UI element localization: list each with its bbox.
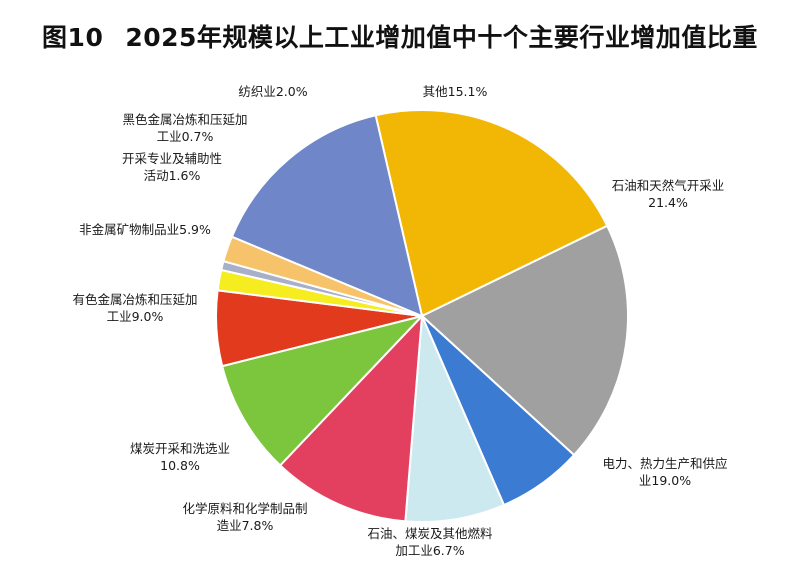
slice-label: 有色金属冶炼和压延加工业9.0% [72, 292, 197, 324]
pie-slice [220, 314, 426, 467]
chart-title: 图10 2025年规模以上工业增加值中十个主要行业增加值比重 [0, 18, 800, 54]
slice-label: 石油和天然气开采业 21.4% [612, 178, 725, 210]
pie-slice [278, 313, 424, 523]
slice-label: 黑色金属冶炼和压延加工业0.7% [122, 112, 247, 144]
figure-number: 图10 [42, 23, 104, 52]
slice-label: 电力、热力生产和供应业19.0% [602, 456, 727, 488]
pie-slice [230, 114, 424, 318]
pie-slice [420, 224, 629, 457]
pie-slice [374, 109, 609, 318]
slice-label: 纺织业2.0% [238, 84, 307, 99]
slice-label: 非金属矿物制品业5.9% [79, 222, 211, 237]
slice-label: 化学原料和化学制品制造业7.8% [182, 501, 307, 533]
slice-label: 石油、煤炭及其他燃料加工业6.7% [367, 526, 493, 558]
pie-slice [404, 315, 506, 523]
slice-label: 其他15.1% [423, 84, 488, 99]
slice-label: 开采专业及辅助性活动1.6% [122, 151, 222, 183]
chart-title-text: 2025年规模以上工业增加值中十个主要行业增加值比重 [125, 23, 758, 52]
slice-label: 煤炭开采和洗选业 10.8% [130, 441, 230, 473]
